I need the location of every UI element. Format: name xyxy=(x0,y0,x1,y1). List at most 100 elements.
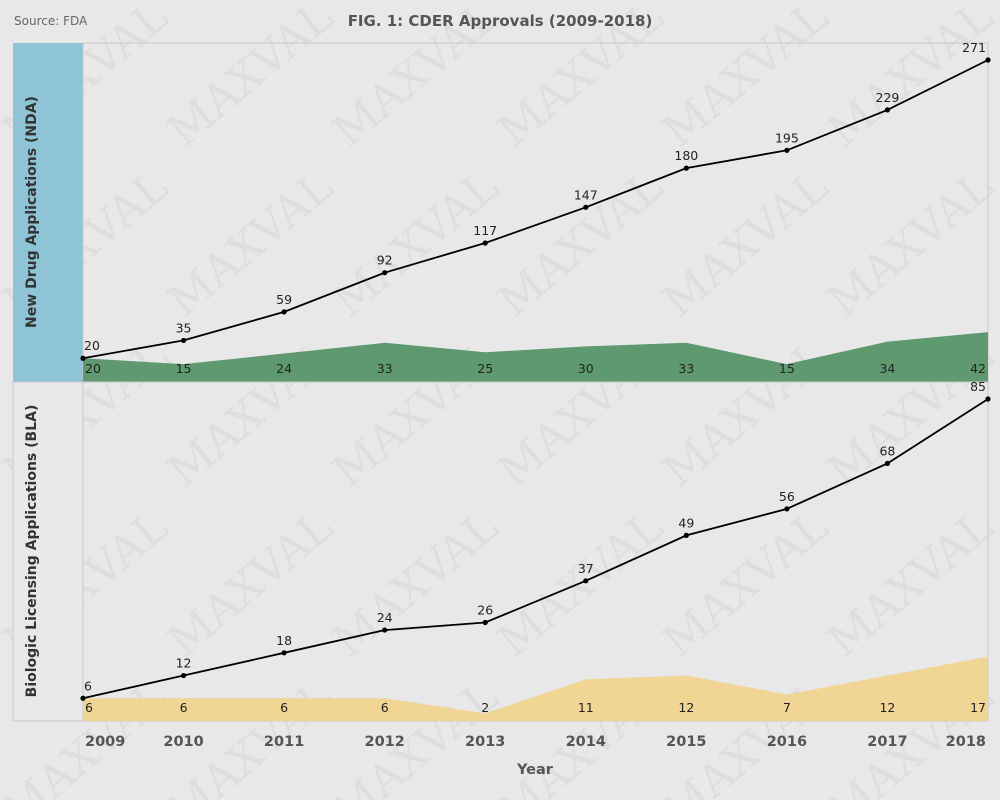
watermark-text: MAXVAL xyxy=(488,0,672,157)
bla-area-label: 6 xyxy=(180,700,188,715)
x-tick-label: 2017 xyxy=(867,734,907,750)
nda-line-point xyxy=(180,337,187,344)
nda-line-point xyxy=(884,107,891,113)
watermark-text: MAXVAL xyxy=(488,161,672,327)
watermark-text: MAXVAL xyxy=(818,161,1000,327)
bla-line-series xyxy=(82,398,989,700)
bla-line-label: 24 xyxy=(377,610,393,625)
bla-line-point xyxy=(583,578,589,584)
x-tick-label: 2018 xyxy=(946,734,986,750)
nda-line-point xyxy=(382,270,388,276)
watermark-text: MAXVAL xyxy=(818,501,1000,667)
bla-line-label: 37 xyxy=(578,561,594,576)
nda-line-layer: 20 35 59 92 117 147 180 195 229 271 xyxy=(80,40,991,361)
x-tick-label: 2015 xyxy=(666,734,706,750)
source-note: Source: FDA xyxy=(14,14,88,28)
watermark-text: MAXVAL xyxy=(653,161,837,327)
nda-line-label: 195 xyxy=(775,130,799,145)
chart-title: FIG. 1: CDER Approvals (2009-2018) xyxy=(347,12,653,30)
bla-line-point xyxy=(382,627,388,633)
nda-line-label: 271 xyxy=(962,40,986,55)
bla-area-series xyxy=(83,656,988,721)
x-tick-label: 2016 xyxy=(767,734,807,750)
nda-line-point xyxy=(784,147,790,153)
bla-line-label: 68 xyxy=(879,443,895,458)
nda-area-label: 25 xyxy=(477,361,493,376)
bla-line-point xyxy=(482,619,488,626)
bla-row-header xyxy=(12,381,84,722)
x-tick-label: 2011 xyxy=(264,734,304,750)
bla-area-label: 6 xyxy=(381,700,389,715)
bla-line-point xyxy=(180,672,187,679)
nda-line-label: 35 xyxy=(176,320,192,335)
nda-area-label: 15 xyxy=(176,361,192,376)
nda-line-series xyxy=(82,59,989,360)
nda-area-label: 15 xyxy=(779,361,795,376)
nda-line-point xyxy=(583,204,589,210)
x-tick-label: 2014 xyxy=(566,734,606,750)
bla-area-layer: 6 6 6 6 2 11 12 7 12 17 xyxy=(83,656,988,721)
bla-area-label: 12 xyxy=(678,700,694,715)
nda-line-label: 59 xyxy=(276,292,292,307)
watermark-text: MAXVAL xyxy=(323,501,507,667)
bla-area-label: 17 xyxy=(970,700,986,715)
nda-area-label: 30 xyxy=(578,361,594,376)
bla-line-label: 18 xyxy=(276,633,292,648)
nda-area-label: 33 xyxy=(377,361,393,376)
x-axis-label: Year xyxy=(516,762,554,778)
bla-line-point xyxy=(784,506,790,512)
nda-area-label: 24 xyxy=(276,361,292,376)
bla-area-label: 6 xyxy=(280,700,288,715)
x-tick-label: 2010 xyxy=(163,734,203,750)
bla-line-label: 26 xyxy=(477,603,493,618)
bla-line-point xyxy=(281,650,287,656)
watermark-text: MAXVAL xyxy=(323,0,507,157)
bla-line-label: 85 xyxy=(970,379,986,394)
x-axis-ticks: 2009 2010 2011 2012 2013 2014 2015 2016 2017 2018 xyxy=(85,734,986,750)
bla-area-label: 2 xyxy=(481,700,489,715)
nda-area-layer: 20 15 24 33 25 30 33 15 34 42 xyxy=(83,332,988,382)
nda-area-label: 42 xyxy=(970,361,986,376)
bla-line-label: 56 xyxy=(779,489,795,504)
nda-line-label: 229 xyxy=(876,90,900,105)
bla-line-layer: 6 12 18 24 26 37 49 56 68 85 xyxy=(80,379,991,701)
bla-area-label: 6 xyxy=(85,700,93,715)
nda-area-label: 34 xyxy=(879,361,895,376)
nda-line-point xyxy=(281,309,287,315)
nda-line-label: 92 xyxy=(377,253,393,268)
watermark-text: MAXVAL xyxy=(158,0,342,157)
x-tick-label: 2013 xyxy=(465,734,505,750)
watermark-text: MAXVAL xyxy=(818,0,1000,157)
bla-line-point xyxy=(884,460,891,466)
nda-line-label: 180 xyxy=(674,148,698,163)
watermark-text: MAXVAL xyxy=(158,161,342,327)
nda-line-label: 20 xyxy=(84,338,100,353)
nda-line-point xyxy=(985,57,991,63)
nda-area-series xyxy=(83,332,988,382)
bla-line-point xyxy=(683,532,689,538)
x-tick-label: 2012 xyxy=(364,734,404,750)
nda-row-label: New Drug Applications (NDA) xyxy=(24,96,40,328)
bla-row-label: Biologic Licensing Applications (BLA) xyxy=(24,405,40,698)
nda-line-label: 117 xyxy=(473,223,497,238)
x-tick-label: 2009 xyxy=(85,734,125,750)
bla-line-label: 12 xyxy=(176,656,192,671)
bla-line-label: 49 xyxy=(678,515,694,530)
bla-area-label: 11 xyxy=(578,700,594,715)
bla-line-label: 6 xyxy=(84,678,92,693)
bla-area-label: 12 xyxy=(879,700,895,715)
nda-area-label: 33 xyxy=(678,361,694,376)
bla-area-label: 7 xyxy=(783,700,791,715)
nda-line-label: 147 xyxy=(574,187,598,202)
bla-line-point xyxy=(80,695,86,701)
bla-line-point xyxy=(985,396,991,402)
nda-row-header xyxy=(13,43,83,382)
nda-line-point xyxy=(482,240,488,246)
nda-line-point xyxy=(80,355,86,361)
nda-area-label: 20 xyxy=(85,361,101,376)
watermark-text: MAXVAL xyxy=(158,501,342,667)
nda-line-point xyxy=(683,165,689,171)
watermark-text: MAXVAL xyxy=(653,0,837,157)
